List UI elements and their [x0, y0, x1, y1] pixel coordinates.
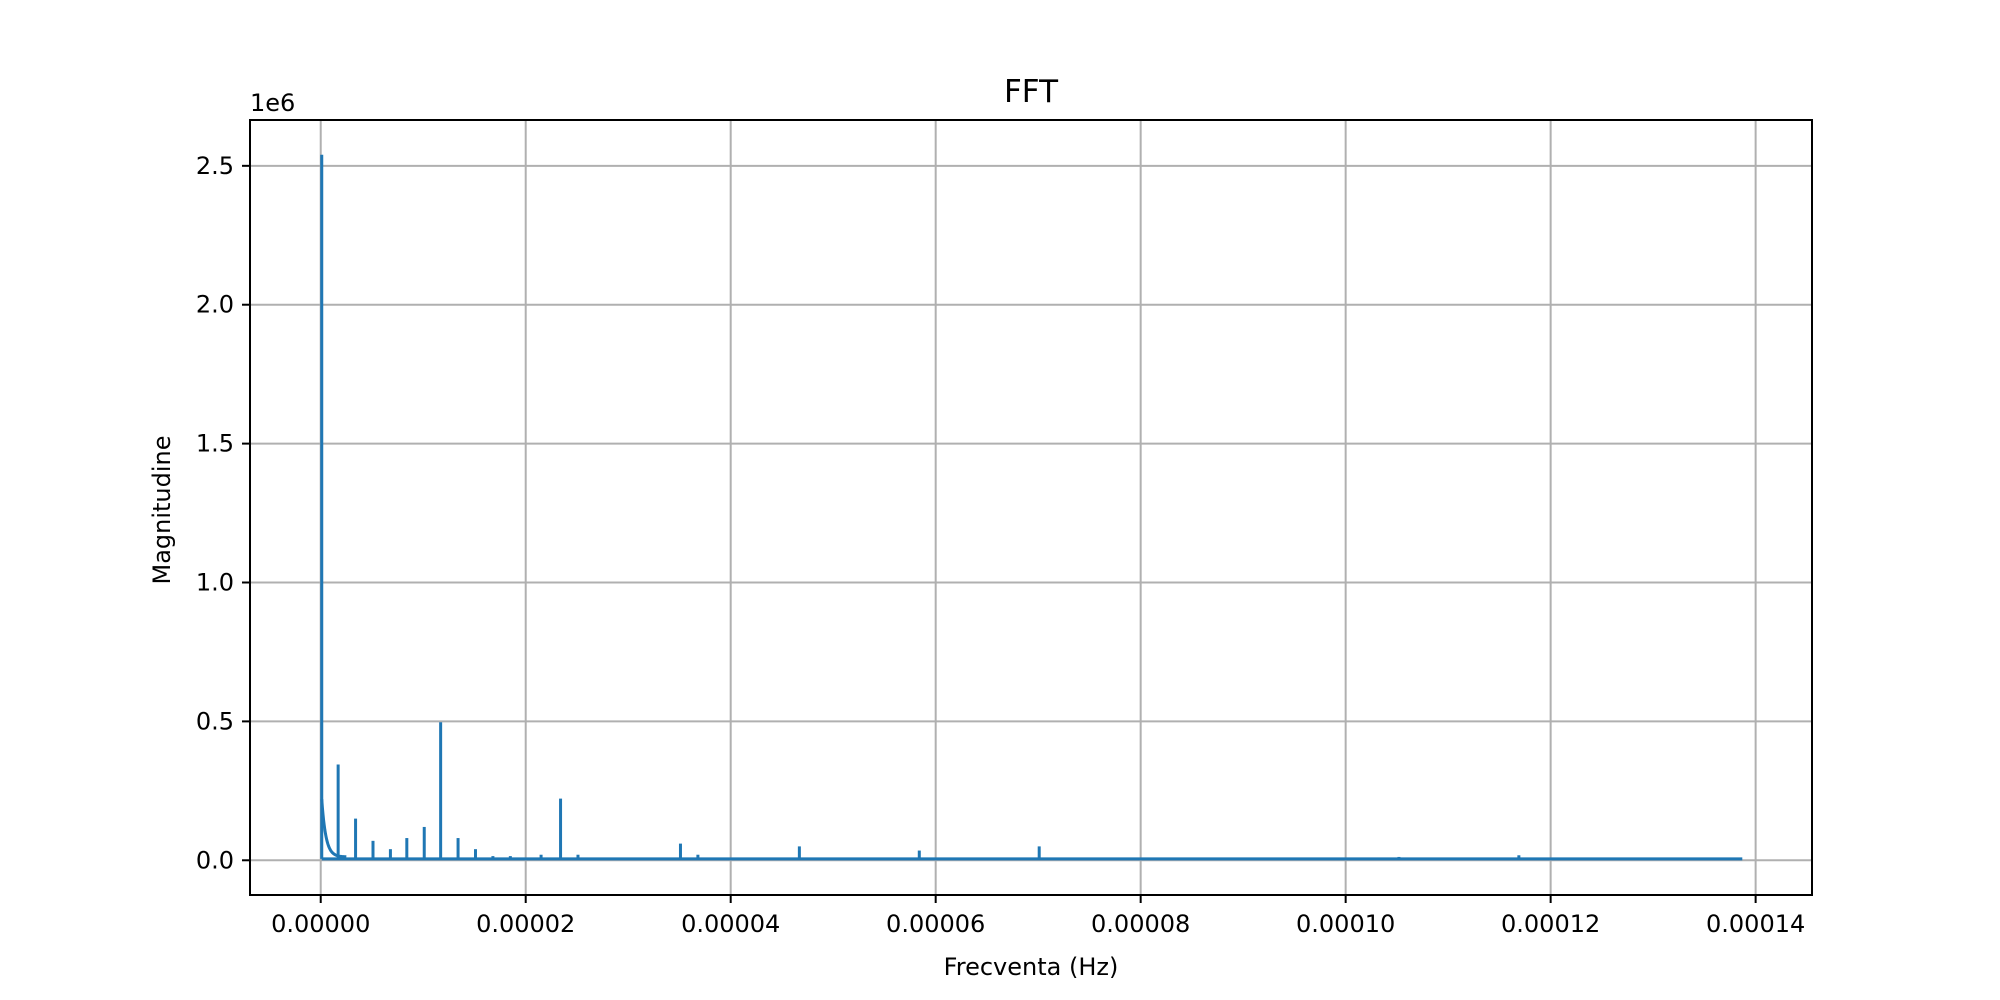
- x-tick-label: 0.00010: [1296, 910, 1395, 938]
- x-axis-label: Frecventa (Hz): [944, 953, 1119, 981]
- chart-title: FFT: [1004, 74, 1059, 110]
- y-tick-labels: 0.0 0.5 1.0 1.5 2.0 2.5: [196, 152, 234, 874]
- tick-marks: [242, 164, 1757, 903]
- y-offset-label: 1e6: [250, 89, 295, 117]
- y-tick-label: 2.0: [196, 291, 234, 319]
- x-tick-label: 0.00002: [476, 910, 575, 938]
- x-tick-label: 0.00008: [1091, 910, 1190, 938]
- y-tick-label: 0.0: [196, 846, 234, 874]
- x-tick-label: 0.00014: [1706, 910, 1805, 938]
- x-tick-label: 0.00004: [681, 910, 780, 938]
- grid: [250, 120, 1812, 895]
- y-tick-label: 1.5: [196, 430, 234, 458]
- x-tick-label: 0.00012: [1501, 910, 1600, 938]
- x-tick-label: 0.00006: [886, 910, 985, 938]
- y-tick-label: 2.5: [196, 152, 234, 180]
- y-axis-label: Magnitudine: [148, 435, 176, 584]
- plot-area: [320, 154, 1743, 861]
- x-tick-label: 0.00000: [271, 910, 370, 938]
- y-tick-label: 0.5: [196, 707, 234, 735]
- axes-frame: [249, 119, 1813, 896]
- series-decay: [320, 799, 347, 859]
- x-tick-labels: 0.00000 0.00002 0.00004 0.00006 0.00008 0.000…: [271, 910, 1805, 938]
- y-tick-label: 1.0: [196, 569, 234, 597]
